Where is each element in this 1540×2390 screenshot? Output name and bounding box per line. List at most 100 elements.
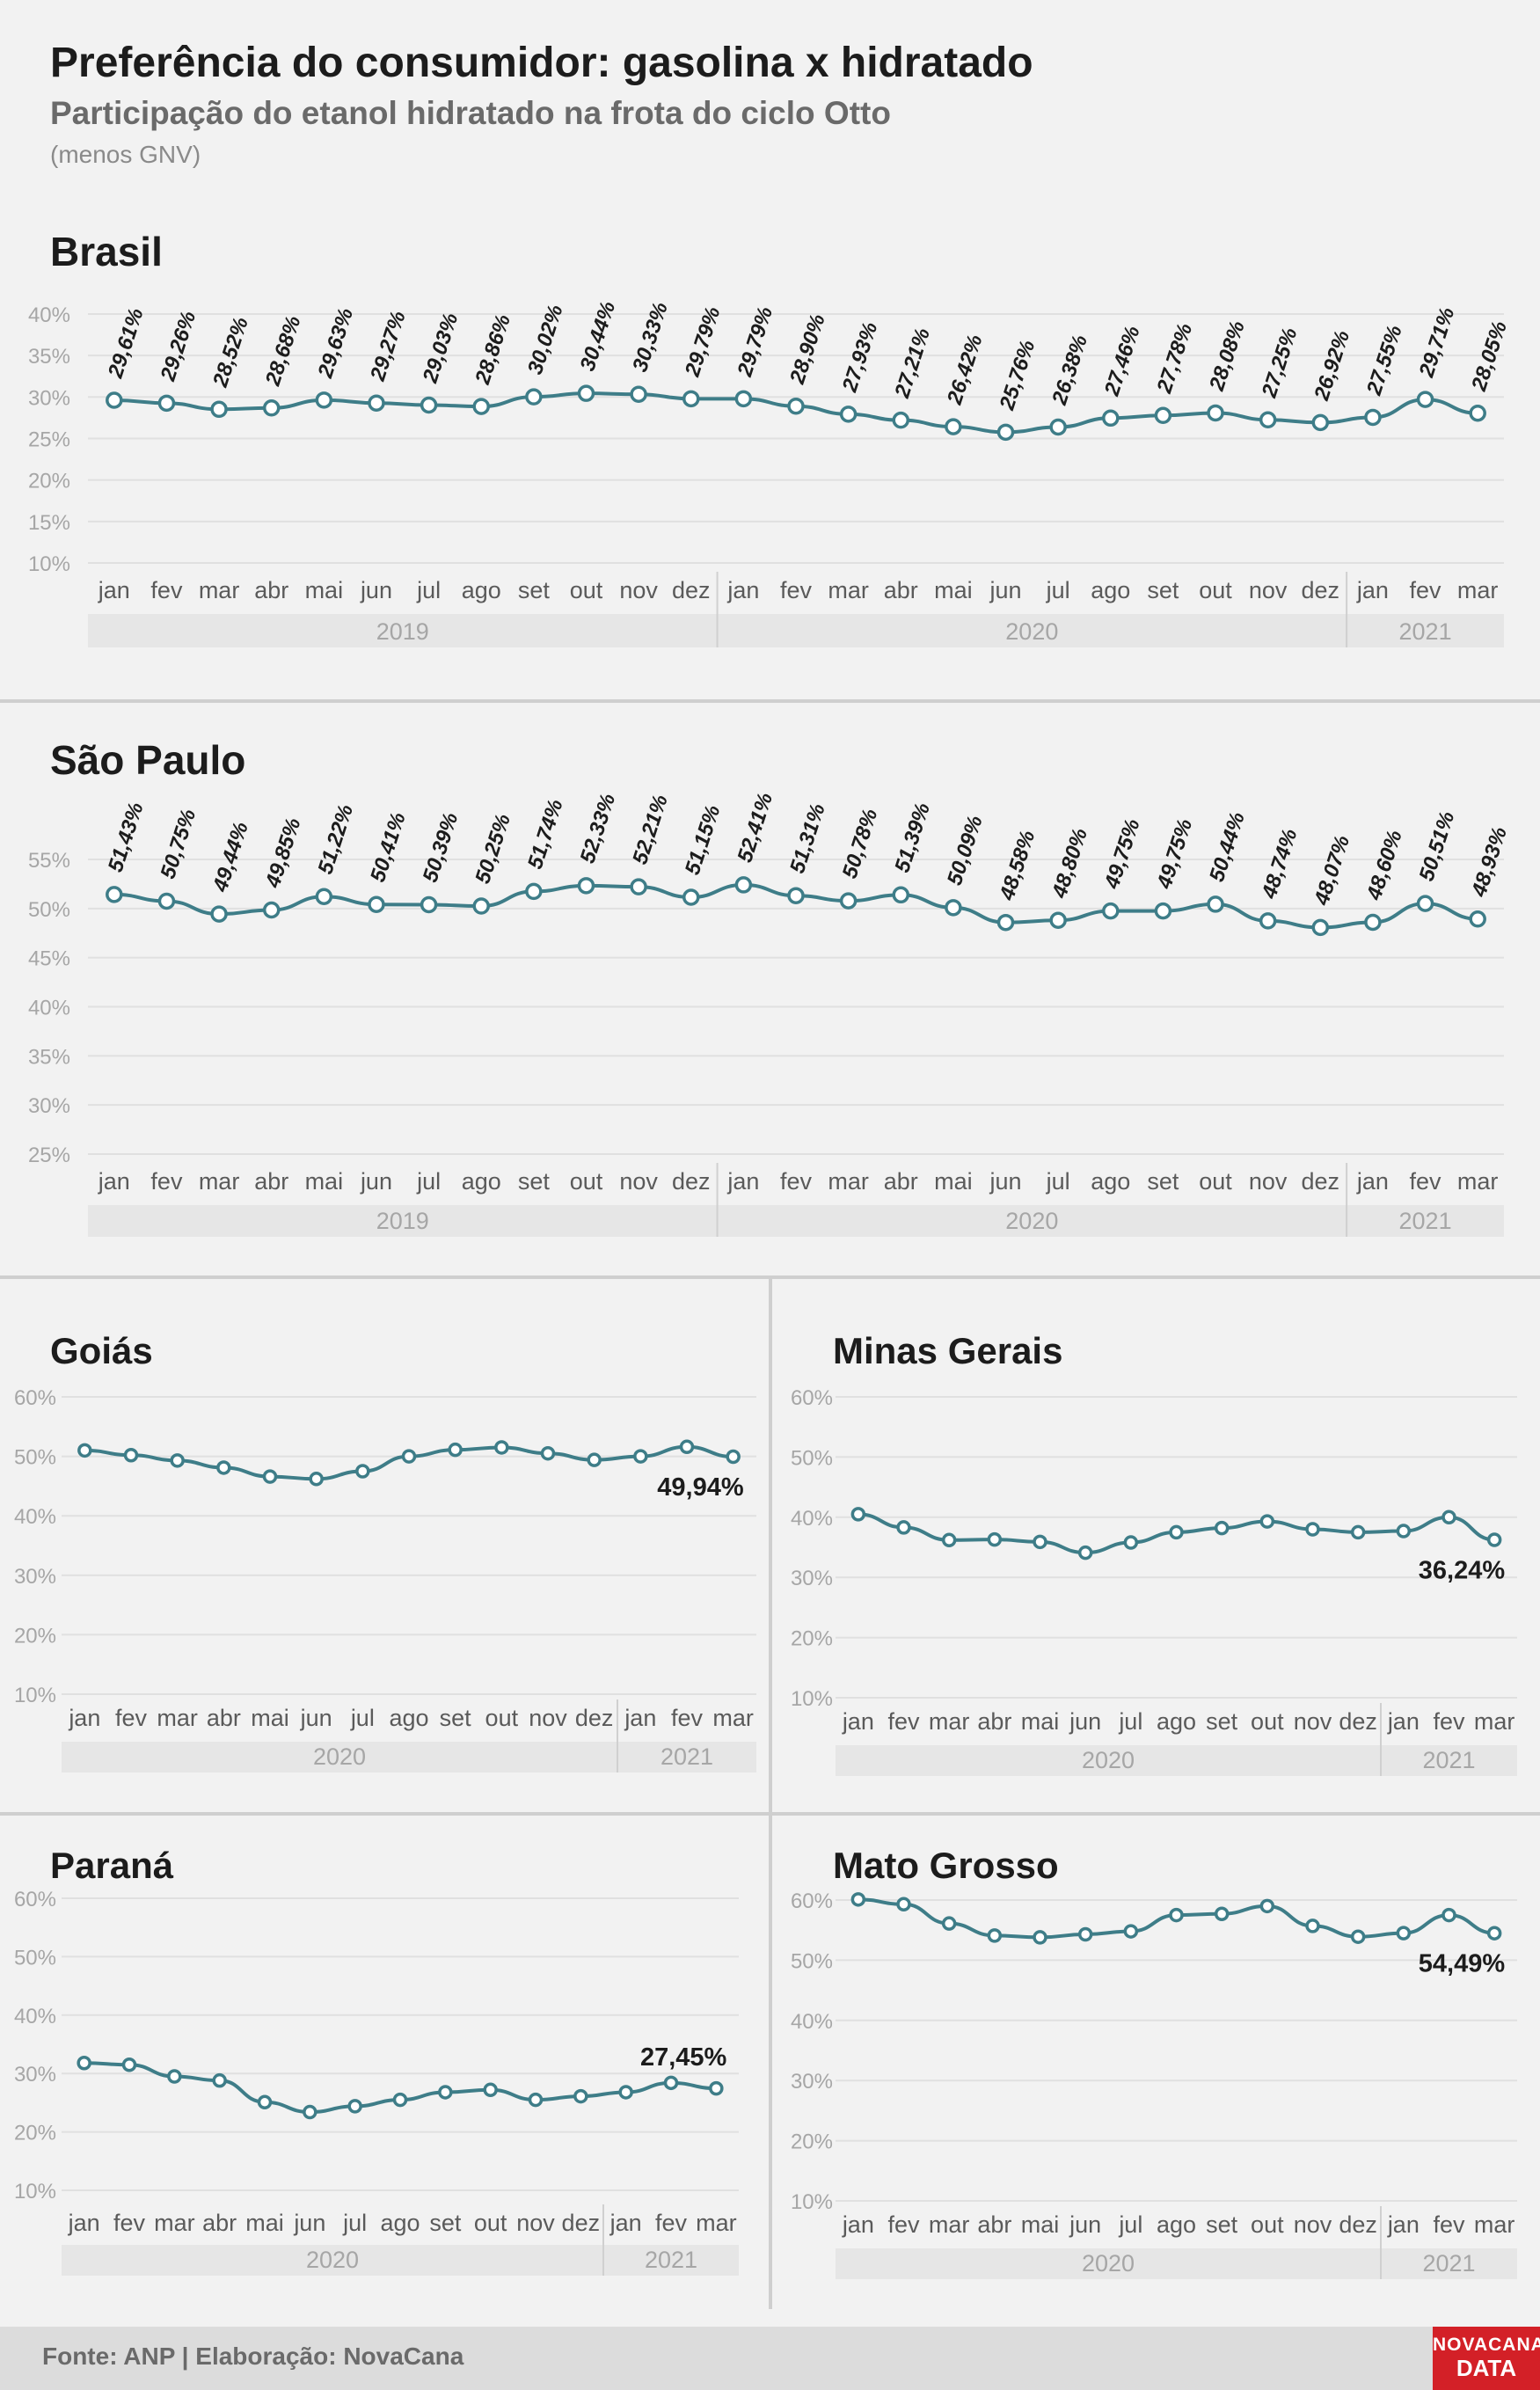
- y-tick-label: 50%: [28, 898, 70, 922]
- data-point: [540, 1445, 556, 1461]
- x-tick-label: ago: [389, 1705, 428, 1731]
- data-point: [355, 1464, 370, 1479]
- data-point: [401, 1449, 417, 1464]
- data-point: [577, 384, 595, 402]
- x-tick-label: jan: [1356, 577, 1389, 603]
- data-point: [420, 396, 438, 414]
- x-tick-label: out: [570, 577, 603, 603]
- chart-0: Brasil 10% 15% 20% 25% 30% 35% 40% 2019 2020 2021 j…: [28, 229, 1512, 647]
- page-subtitle: Participação do etanol hidratado na frot…: [50, 95, 891, 131]
- data-label: 29,79%: [680, 303, 725, 380]
- data-point: [483, 2082, 498, 2098]
- data-point: [1259, 1514, 1275, 1529]
- x-tick-label: jan: [1387, 1708, 1420, 1735]
- y-tick-label: 20%: [791, 2131, 833, 2154]
- y-tick-label: 40%: [791, 1507, 833, 1531]
- data-label: 48,74%: [1257, 826, 1302, 903]
- x-tick-label: nov: [1294, 1708, 1332, 1735]
- year-band: [88, 1205, 1504, 1237]
- x-tick-label: dez: [1302, 1168, 1340, 1195]
- y-tick-label: 60%: [14, 1386, 56, 1410]
- y-tick-label: 35%: [28, 1045, 70, 1069]
- data-point: [1169, 1524, 1184, 1540]
- year-label: 2020: [306, 2247, 359, 2273]
- x-tick-label: jul: [1118, 1708, 1142, 1735]
- data-label: 50,39%: [419, 810, 463, 886]
- x-tick-label: mar: [712, 1705, 754, 1731]
- year-label: 2021: [661, 1743, 713, 1770]
- x-tick-label: mai: [305, 1168, 344, 1195]
- x-tick-label: mai: [934, 1168, 973, 1195]
- x-tick-label: set: [518, 1168, 551, 1195]
- y-tick-label: 35%: [28, 345, 70, 369]
- x-tick-label: fev: [671, 1705, 704, 1731]
- x-tick-label: mar: [1457, 577, 1499, 603]
- x-tick-label: out: [1251, 2211, 1284, 2238]
- year-label: 2020: [1005, 1208, 1058, 1234]
- x-tick-label: ago: [1157, 2211, 1196, 2238]
- x-tick-label: jan: [98, 1168, 130, 1195]
- x-tick-label: jul: [1118, 2211, 1142, 2238]
- data-point: [525, 882, 543, 901]
- data-point: [1416, 391, 1434, 408]
- data-label: 30,44%: [576, 298, 621, 374]
- x-tick-label: jun: [989, 577, 1022, 603]
- x-tick-label: jan: [1356, 1168, 1389, 1195]
- x-tick-label: jul: [350, 1705, 375, 1731]
- x-tick-label: abr: [207, 1705, 241, 1731]
- x-tick-label: fev: [150, 577, 183, 603]
- x-tick-label: mar: [1474, 2211, 1515, 2238]
- x-tick-label: dez: [562, 2210, 601, 2236]
- x-tick-label: jan: [68, 1705, 100, 1731]
- year-label: 2021: [1399, 1208, 1452, 1234]
- x-tick-label: dez: [1339, 2211, 1377, 2238]
- data-point: [1311, 918, 1330, 937]
- data-point: [787, 887, 805, 904]
- x-tick-label: jun: [989, 1168, 1022, 1195]
- data-point: [896, 1897, 911, 1912]
- x-tick-label: jan: [726, 577, 759, 603]
- x-tick-label: ago: [1091, 1168, 1130, 1195]
- y-tick-label: 60%: [791, 1889, 833, 1913]
- data-label: 27,78%: [1152, 320, 1197, 397]
- x-tick-label: jan: [609, 2210, 642, 2236]
- x-tick-label: jun: [293, 2210, 325, 2236]
- data-point: [315, 888, 333, 905]
- x-tick-label: dez: [672, 577, 711, 603]
- data-point: [1214, 1520, 1230, 1536]
- y-tick-label: 10%: [791, 2190, 833, 2214]
- data-point: [709, 2080, 724, 2096]
- data-point: [577, 877, 595, 895]
- data-label: 50,44%: [1205, 809, 1250, 885]
- y-tick-label: 40%: [14, 1505, 56, 1529]
- data-point: [1259, 1898, 1275, 1914]
- data-point: [167, 2069, 182, 2084]
- y-tick-label: 50%: [791, 1949, 833, 1973]
- data-label: 28,52%: [208, 314, 253, 391]
- year-label: 2019: [376, 1208, 429, 1234]
- data-label: 29,27%: [366, 308, 411, 384]
- data-label: 28,05%: [1467, 318, 1512, 395]
- data-point: [633, 1449, 648, 1464]
- x-tick-label: jan: [624, 1705, 656, 1731]
- data-point: [309, 1472, 324, 1487]
- y-tick-label: 40%: [28, 997, 70, 1020]
- year-label: 2021: [1422, 1747, 1475, 1773]
- data-point: [1469, 910, 1486, 928]
- data-point: [347, 2099, 362, 2114]
- year-label: 2020: [1005, 618, 1058, 645]
- y-tick-label: 30%: [28, 386, 70, 410]
- x-tick-label: mar: [1457, 1168, 1499, 1195]
- x-tick-label: mar: [1474, 1708, 1515, 1735]
- x-tick-label: mar: [199, 1168, 240, 1195]
- data-label: 50,41%: [366, 809, 411, 885]
- data-label: 28,90%: [785, 311, 830, 388]
- data-point: [1486, 1532, 1502, 1547]
- x-tick-label: fev: [1433, 2211, 1465, 2238]
- chart-title: Goiás: [50, 1330, 153, 1371]
- data-label: 26,92%: [1310, 327, 1354, 404]
- y-tick-label: 30%: [14, 2063, 56, 2087]
- x-tick-label: set: [440, 1705, 472, 1731]
